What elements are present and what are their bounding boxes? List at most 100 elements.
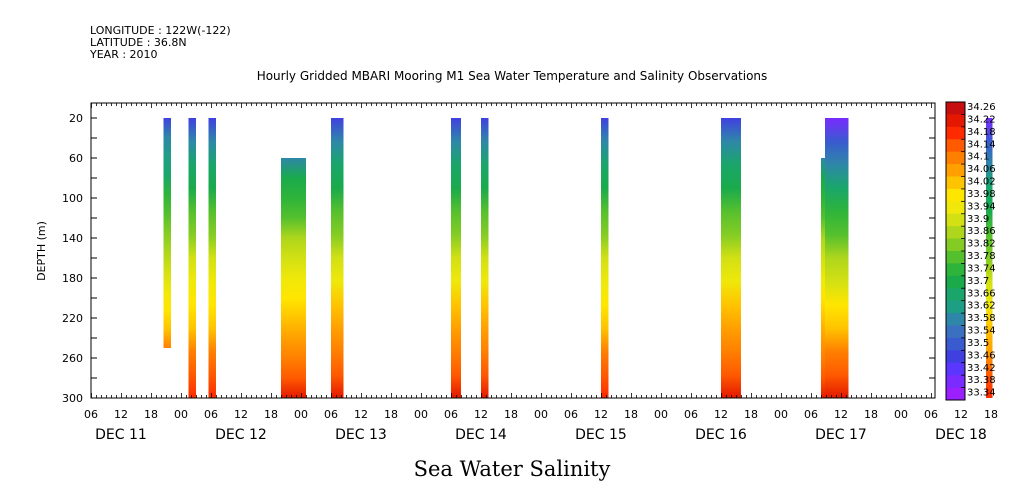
x-tick-label: 06 — [804, 408, 818, 421]
data-column — [331, 118, 344, 398]
colorbar-label: 33.66 — [967, 288, 996, 299]
colorbar: 34.2634.2234.1834.1434.134.0634.0233.983… — [945, 101, 996, 401]
x-tick-label: 18 — [144, 408, 158, 421]
data-column — [281, 158, 306, 398]
x-tick-label: 18 — [384, 408, 398, 421]
x-tick-label: 00 — [174, 408, 188, 421]
x-tick-label: 18 — [624, 408, 638, 421]
x-day-label: DEC 12 — [215, 427, 267, 443]
plot-axes: 06 12 18 00 06 12 18 00 06 12 18 00 06 12 18 00 06 12 18 00… — [62, 102, 998, 443]
x-tick-label: 12 — [234, 408, 248, 421]
x-tick-label: 06 — [684, 408, 698, 421]
colorbar-bin — [946, 263, 965, 277]
x-tick-label: 06 — [564, 408, 578, 421]
data-column — [721, 118, 741, 398]
x-day-label: DEC 18 — [935, 427, 987, 443]
x-tick-label: 12 — [954, 408, 968, 421]
colorbar-label: 33.7 — [967, 276, 989, 287]
colorbar-bin — [946, 337, 965, 351]
x-tick-label: 18 — [744, 408, 758, 421]
y-tick-label: 180 — [62, 272, 83, 285]
latitude-label: LATITUDE : 36.8N — [90, 36, 187, 49]
colorbar-label: 34.1 — [967, 152, 989, 163]
colorbar-label: 33.34 — [967, 388, 996, 399]
y-tick-label: 220 — [62, 312, 83, 325]
colorbar-label: 34.26 — [967, 102, 996, 113]
colorbar-bin — [946, 164, 965, 177]
x-tick-label: 00 — [894, 408, 908, 421]
colorbar-bin — [946, 114, 965, 128]
colorbar-bin — [946, 313, 965, 326]
colorbar-label: 33.58 — [967, 313, 996, 324]
colorbar-label: 33.74 — [967, 263, 996, 274]
colorbar-bin — [946, 238, 965, 252]
x-tick-label: 12 — [474, 408, 488, 421]
x-tick-label: 12 — [354, 408, 368, 421]
x-day-label: DEC 11 — [95, 427, 147, 443]
x-tick-label: 12 — [834, 408, 848, 421]
x-tick-label: 06 — [444, 408, 458, 421]
x-tick-label: 06 — [324, 408, 338, 421]
chart-title: Hourly Gridded MBARI Mooring M1 Sea Wate… — [257, 69, 768, 83]
y-tick-label: 20 — [69, 112, 83, 125]
x-day-label: DEC 13 — [335, 427, 387, 443]
y-axis-label: DEPTH (m) — [35, 221, 48, 281]
x-tick-label: 12 — [114, 408, 128, 421]
x-day-label: DEC 15 — [575, 427, 627, 443]
colorbar-bin — [946, 139, 965, 153]
data-column — [821, 158, 825, 398]
y-tick-label: 260 — [62, 352, 83, 365]
data-column — [188, 118, 196, 398]
x-tick-label: 00 — [774, 408, 788, 421]
colorbar-label: 33.82 — [967, 239, 996, 250]
colorbar-bin — [946, 188, 965, 202]
y-tick-label: 100 — [62, 192, 83, 205]
x-day-label: DEC 17 — [815, 427, 867, 443]
colorbar-bin — [946, 275, 965, 289]
colorbar-bin — [946, 362, 965, 376]
x-tick-label: 12 — [594, 408, 608, 421]
colorbar-bin — [946, 226, 965, 240]
y-tick-label: 140 — [62, 232, 83, 245]
y-tick-label: 300 — [62, 392, 83, 405]
data-column — [208, 118, 216, 398]
colorbar-label: 33.9 — [967, 214, 989, 225]
colorbar-label: 33.46 — [967, 350, 996, 361]
data-column — [481, 118, 489, 398]
colorbar-bin — [946, 126, 965, 140]
colorbar-bin — [946, 102, 965, 115]
variable-label: Sea Water Salinity — [414, 457, 611, 481]
colorbar-bin — [946, 350, 965, 364]
data-columns — [163, 118, 993, 398]
colorbar-label: 34.22 — [967, 114, 996, 125]
x-tick-label: 00 — [654, 408, 668, 421]
colorbar-bin — [946, 387, 965, 401]
x-tick-label: 18 — [264, 408, 278, 421]
x-tick-label: 00 — [294, 408, 308, 421]
colorbar-label: 33.62 — [967, 301, 996, 312]
x-tick-label: 00 — [414, 408, 428, 421]
x-tick-label: 06 — [84, 408, 98, 421]
x-tick-label: 12 — [714, 408, 728, 421]
colorbar-label: 33.98 — [967, 189, 996, 200]
colorbar-bin — [946, 288, 965, 302]
colorbar-label: 34.18 — [967, 127, 996, 138]
colorbar-label: 33.78 — [967, 251, 996, 262]
colorbar-bin — [946, 176, 965, 190]
x-day-label: DEC 16 — [695, 427, 747, 443]
colorbar-label: 34.06 — [967, 164, 996, 175]
data-column — [163, 118, 171, 348]
x-tick-label: 18 — [504, 408, 518, 421]
colorbar-bin — [946, 300, 965, 314]
x-tick-label: 18 — [864, 408, 878, 421]
x-tick-label: 18 — [984, 408, 998, 421]
colorbar-bin — [946, 213, 965, 227]
x-tick-label: 00 — [534, 408, 548, 421]
data-column — [451, 118, 461, 398]
colorbar-bin — [946, 325, 965, 339]
colorbar-label: 33.38 — [967, 375, 996, 386]
plot-frame — [90, 102, 936, 399]
x-tick-label: 06 — [924, 408, 938, 421]
colorbar-label: 33.54 — [967, 326, 996, 337]
